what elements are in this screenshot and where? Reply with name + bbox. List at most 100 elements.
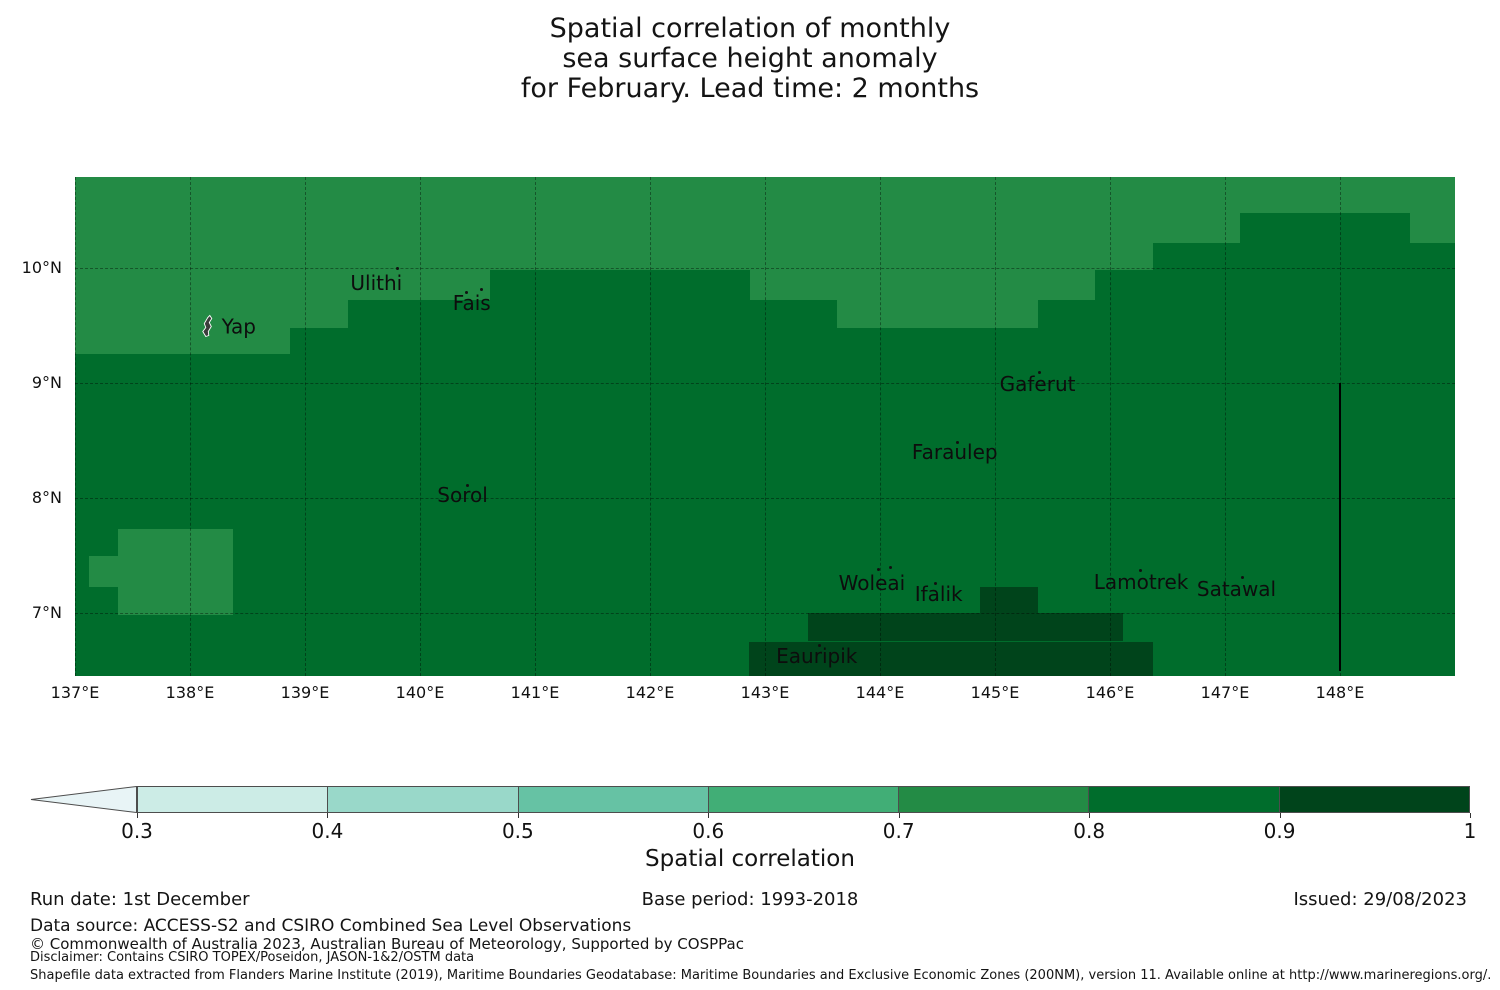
- gridline-vertical: [535, 177, 536, 676]
- colorbar-segment: [708, 787, 900, 812]
- x-tick-label: 140°E: [395, 683, 445, 702]
- colorbar-tick-label: 0.6: [692, 819, 725, 843]
- yap-island-icon: [198, 313, 218, 340]
- y-tick-label: 8°N: [31, 487, 62, 507]
- island-name: Gaferut: [999, 371, 1076, 396]
- y-tick-label: 9°N: [31, 372, 62, 392]
- colorbar-segment: [518, 787, 709, 812]
- island-marker-dot: [464, 291, 468, 295]
- island-marker-dot: [1037, 370, 1041, 374]
- colorbar-tick-mark: [327, 813, 329, 818]
- base-period-text: Base period: 1993-2018: [641, 889, 859, 910]
- island-name: Lamotrek: [1093, 569, 1189, 594]
- island-label: Satawal: [1197, 577, 1276, 601]
- correlation-region: [88, 556, 118, 588]
- gridline-horizontal: [75, 612, 1455, 614]
- y-tick-label: 10°N: [21, 257, 62, 277]
- y-tick-label: 7°N: [31, 602, 62, 622]
- correlation-region: [1095, 177, 1153, 271]
- colorbar-tick-mark: [1470, 813, 1471, 818]
- island-name: Woleai: [838, 570, 906, 595]
- shapefile-attribution-text: Shapefile data extracted from Flanders M…: [30, 968, 1492, 983]
- x-tick-label: 138°E: [165, 683, 215, 702]
- island-marker-dot: [396, 266, 400, 270]
- colorbar-tick-mark: [1279, 813, 1281, 818]
- colorbar-tick-mark: [708, 813, 710, 818]
- correlation-region: [75, 177, 291, 355]
- x-tick-label: 143°E: [740, 683, 790, 702]
- gridline-vertical: [420, 177, 421, 676]
- colorbar-tick-label: 0.9: [1263, 819, 1296, 843]
- gridline-vertical: [995, 177, 996, 676]
- island-label: Ulithi: [350, 271, 402, 295]
- gridline-vertical: [1110, 177, 1111, 676]
- gridline-vertical: [305, 177, 306, 676]
- x-tick-label: 145°E: [970, 683, 1020, 702]
- correlation-region: [837, 177, 1038, 328]
- island-label: Gaferut: [1000, 372, 1076, 396]
- island-label: Woleai: [839, 571, 906, 595]
- island-marker-dot: [465, 484, 469, 488]
- island-label: Lamotrek: [1094, 570, 1189, 594]
- x-tick-label: 144°E: [855, 683, 905, 702]
- gridline-horizontal: [75, 267, 1455, 269]
- colorbar-segment: [1279, 787, 1469, 812]
- island-marker-dot: [817, 644, 821, 648]
- colorbar-tick-mark: [1089, 813, 1091, 818]
- disclaimer-text: Disclaimer: Contains CSIRO TOPEX/Poseido…: [30, 950, 475, 965]
- island-name: Ifalik: [914, 582, 963, 607]
- correlation-region: [1410, 177, 1455, 243]
- island-name: Sorol: [437, 483, 488, 508]
- colorbar-tick-label: 1: [1463, 819, 1477, 843]
- island-label: Faraulep: [912, 440, 998, 464]
- correlation-region: [290, 177, 348, 328]
- island-label: Eauripik: [776, 644, 857, 668]
- correlation-region: [117, 528, 233, 616]
- correlation-region: [490, 177, 751, 271]
- chart-title-line-3: for February. Lead time: 2 months: [520, 73, 980, 104]
- colorbar-tick-label: 0.5: [501, 819, 534, 843]
- x-tick-label: 141°E: [510, 683, 560, 702]
- gridline-vertical: [190, 177, 191, 676]
- correlation-region: [1037, 177, 1096, 301]
- island-label: Sorol: [437, 483, 488, 507]
- colorbar-under-arrow: [30, 786, 137, 813]
- island-marker-dot: [1139, 568, 1143, 572]
- gridline-vertical: [1225, 177, 1226, 676]
- island-name: Satawal: [1196, 576, 1277, 601]
- data-source-text: Data source: ACCESS-S2 and CSIRO Combine…: [30, 916, 632, 936]
- island-marker-dot: [876, 567, 880, 571]
- colorbar-tick-label: 0.8: [1073, 819, 1106, 843]
- colorbar-bar: [137, 786, 1470, 813]
- colorbar-tick-label: 0.4: [311, 819, 344, 843]
- correlation-region: [1239, 177, 1411, 213]
- chart-title: Spatial correlation of monthly sea surfa…: [0, 14, 1500, 104]
- copyright-text: © Commonwealth of Australia 2023, Austra…: [30, 935, 744, 953]
- x-tick-label: 146°E: [1085, 683, 1135, 702]
- gridline-horizontal: [75, 497, 1455, 499]
- colorbar-label: Spatial correlation: [645, 846, 855, 872]
- island-name: Faraulep: [911, 439, 998, 464]
- island-label: Yap: [198, 313, 256, 340]
- colorbar-tick-label: 0.7: [882, 819, 915, 843]
- colorbar-tick-mark: [517, 813, 519, 818]
- correlation-region: [347, 177, 491, 301]
- chart-title-line-2: sea surface height anomaly: [562, 43, 938, 74]
- colorbar-tick-label: 0.3: [121, 819, 153, 843]
- island-name: Eauripik: [776, 644, 858, 669]
- island-marker-dot: [955, 440, 959, 444]
- x-tick-label: 148°E: [1315, 683, 1365, 702]
- gridline-vertical: [765, 177, 766, 676]
- island-name: Ulithi: [350, 270, 403, 295]
- island-label: Ifalik: [915, 582, 963, 606]
- island-name: Fais: [452, 291, 491, 316]
- colorbar: 0.3 0.4 0.5 0.6 0.7 0.8 0.9 1: [30, 786, 1476, 843]
- island-marker-dot: [479, 288, 483, 292]
- correlation-region: [750, 177, 838, 301]
- x-tick-label: 137°E: [50, 683, 100, 702]
- colorbar-segment: [328, 787, 519, 812]
- colorbar-segment: [138, 787, 329, 812]
- island-name: Yap: [221, 314, 257, 339]
- run-date-text: Run date: 1st December: [30, 889, 250, 910]
